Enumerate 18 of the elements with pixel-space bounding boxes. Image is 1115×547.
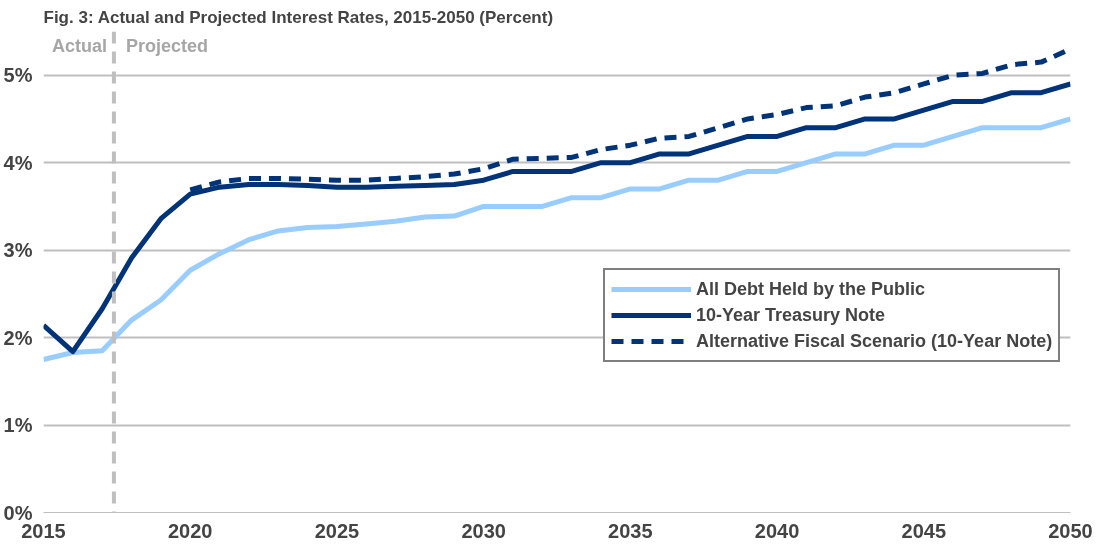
y-tick-label: 1% (3, 414, 33, 437)
x-tick-label: 2040 (754, 519, 800, 542)
y-tick-label: 5% (3, 64, 33, 87)
x-tick-label: 2045 (901, 519, 947, 542)
y-tick-label: 3% (3, 239, 33, 262)
legend-label: 10-Year Treasury Note (696, 303, 886, 327)
legend-label: Alternative Fiscal Scenario (10-Year Note) (696, 329, 1053, 353)
x-tick-label: 2050 (1048, 519, 1093, 542)
legend-label: All Debt Held by the Public (696, 277, 926, 301)
y-tick-label: 2% (3, 326, 33, 349)
chart-title: Fig. 3: Actual and Projected Interest Rates, 2015-2050 (Percent) (43, 7, 554, 27)
x-tick-label: 2035 (608, 519, 653, 542)
x-tick-label: 2030 (461, 519, 506, 542)
x-tick-label: 2025 (314, 519, 360, 542)
annotation: Projected (125, 35, 208, 56)
y-tick-label: 4% (3, 151, 33, 174)
annotation: Actual (51, 35, 107, 56)
x-tick-label: 2020 (167, 519, 213, 542)
